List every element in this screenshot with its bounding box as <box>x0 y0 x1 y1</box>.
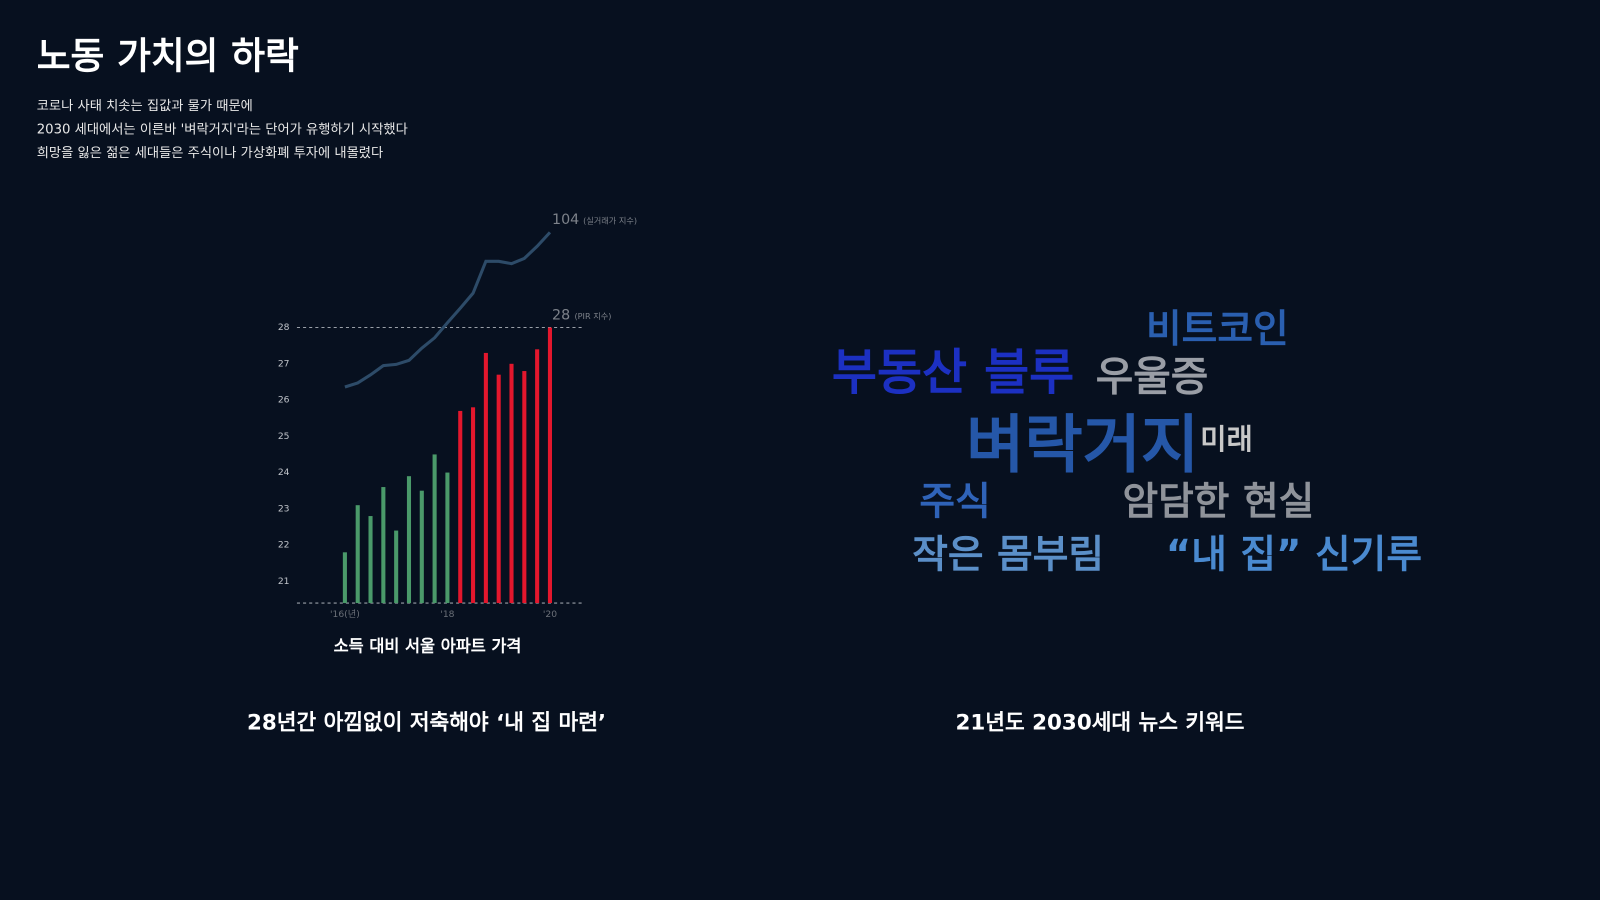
bar <box>458 410 463 604</box>
bar <box>394 530 399 604</box>
bar <box>471 407 476 604</box>
subtitle-line: 희망을 잃은 젊은 세대들은 주식이나 가상화폐 투자에 내몰렸다 <box>37 145 383 161</box>
bar <box>509 363 514 604</box>
y-tick-label: 25 <box>278 431 290 442</box>
bar <box>547 327 552 604</box>
bar <box>368 516 373 604</box>
keyword: 비트코인 <box>1146 307 1289 352</box>
bar <box>432 454 437 604</box>
keyword: 미래 <box>1200 422 1253 456</box>
x-tick-label: '16(년) <box>330 609 360 620</box>
bar <box>419 490 424 604</box>
bar <box>496 374 501 604</box>
keyword: 벼락거지 <box>966 408 1199 482</box>
bar <box>355 505 360 604</box>
y-tick-label: 27 <box>278 358 290 369</box>
chart-caption: 28년간 아낌없이 저축해야 ‘내 집 마련’ <box>247 710 606 735</box>
keyword: 주식 <box>919 480 990 525</box>
bar <box>535 349 540 604</box>
y-tick-label: 26 <box>278 395 290 406</box>
legend-label: (PIR 지수) <box>574 311 611 321</box>
bar <box>445 472 450 604</box>
y-tick-label: 23 <box>278 503 290 514</box>
line <box>344 231 552 389</box>
bar <box>483 352 488 604</box>
keyword: 우울증 <box>1096 353 1209 401</box>
x-tick-label: '20 <box>543 609 557 620</box>
keyword: 부동산 블루 <box>832 344 1074 401</box>
data-label: 104 <box>552 212 579 228</box>
x-axis-label: 소득 대비 서울 아파트 가격 <box>334 636 522 655</box>
y-tick-label: 28 <box>278 322 290 333</box>
bar <box>406 476 412 604</box>
keyword: “내 집” 신기루 <box>1166 533 1422 578</box>
bar <box>342 552 347 604</box>
bar <box>522 371 527 604</box>
keyword: 작은 몸부림 <box>912 533 1104 578</box>
bar <box>381 487 386 604</box>
title: 노동 가치의 하락 <box>37 35 299 78</box>
data-label: 28 <box>552 307 570 323</box>
y-tick-label: 24 <box>278 467 290 478</box>
legend-label: (실거래가 지수) <box>583 216 637 226</box>
wordcloud-caption: 21년도 2030세대 뉴스 키워드 <box>956 710 1245 735</box>
subtitle-line: 코로나 사태 치솟는 집값과 물가 때문에 <box>37 98 253 114</box>
x-tick-label: '18 <box>440 609 454 620</box>
subtitle-line: 2030 세대에서는 이른바 '벼락거지'라는 단어가 유행하기 시작했다 <box>37 122 408 138</box>
y-tick-label: 21 <box>278 576 290 587</box>
keyword: 암담한 현실 <box>1122 480 1314 525</box>
y-tick-label: 22 <box>278 540 290 551</box>
